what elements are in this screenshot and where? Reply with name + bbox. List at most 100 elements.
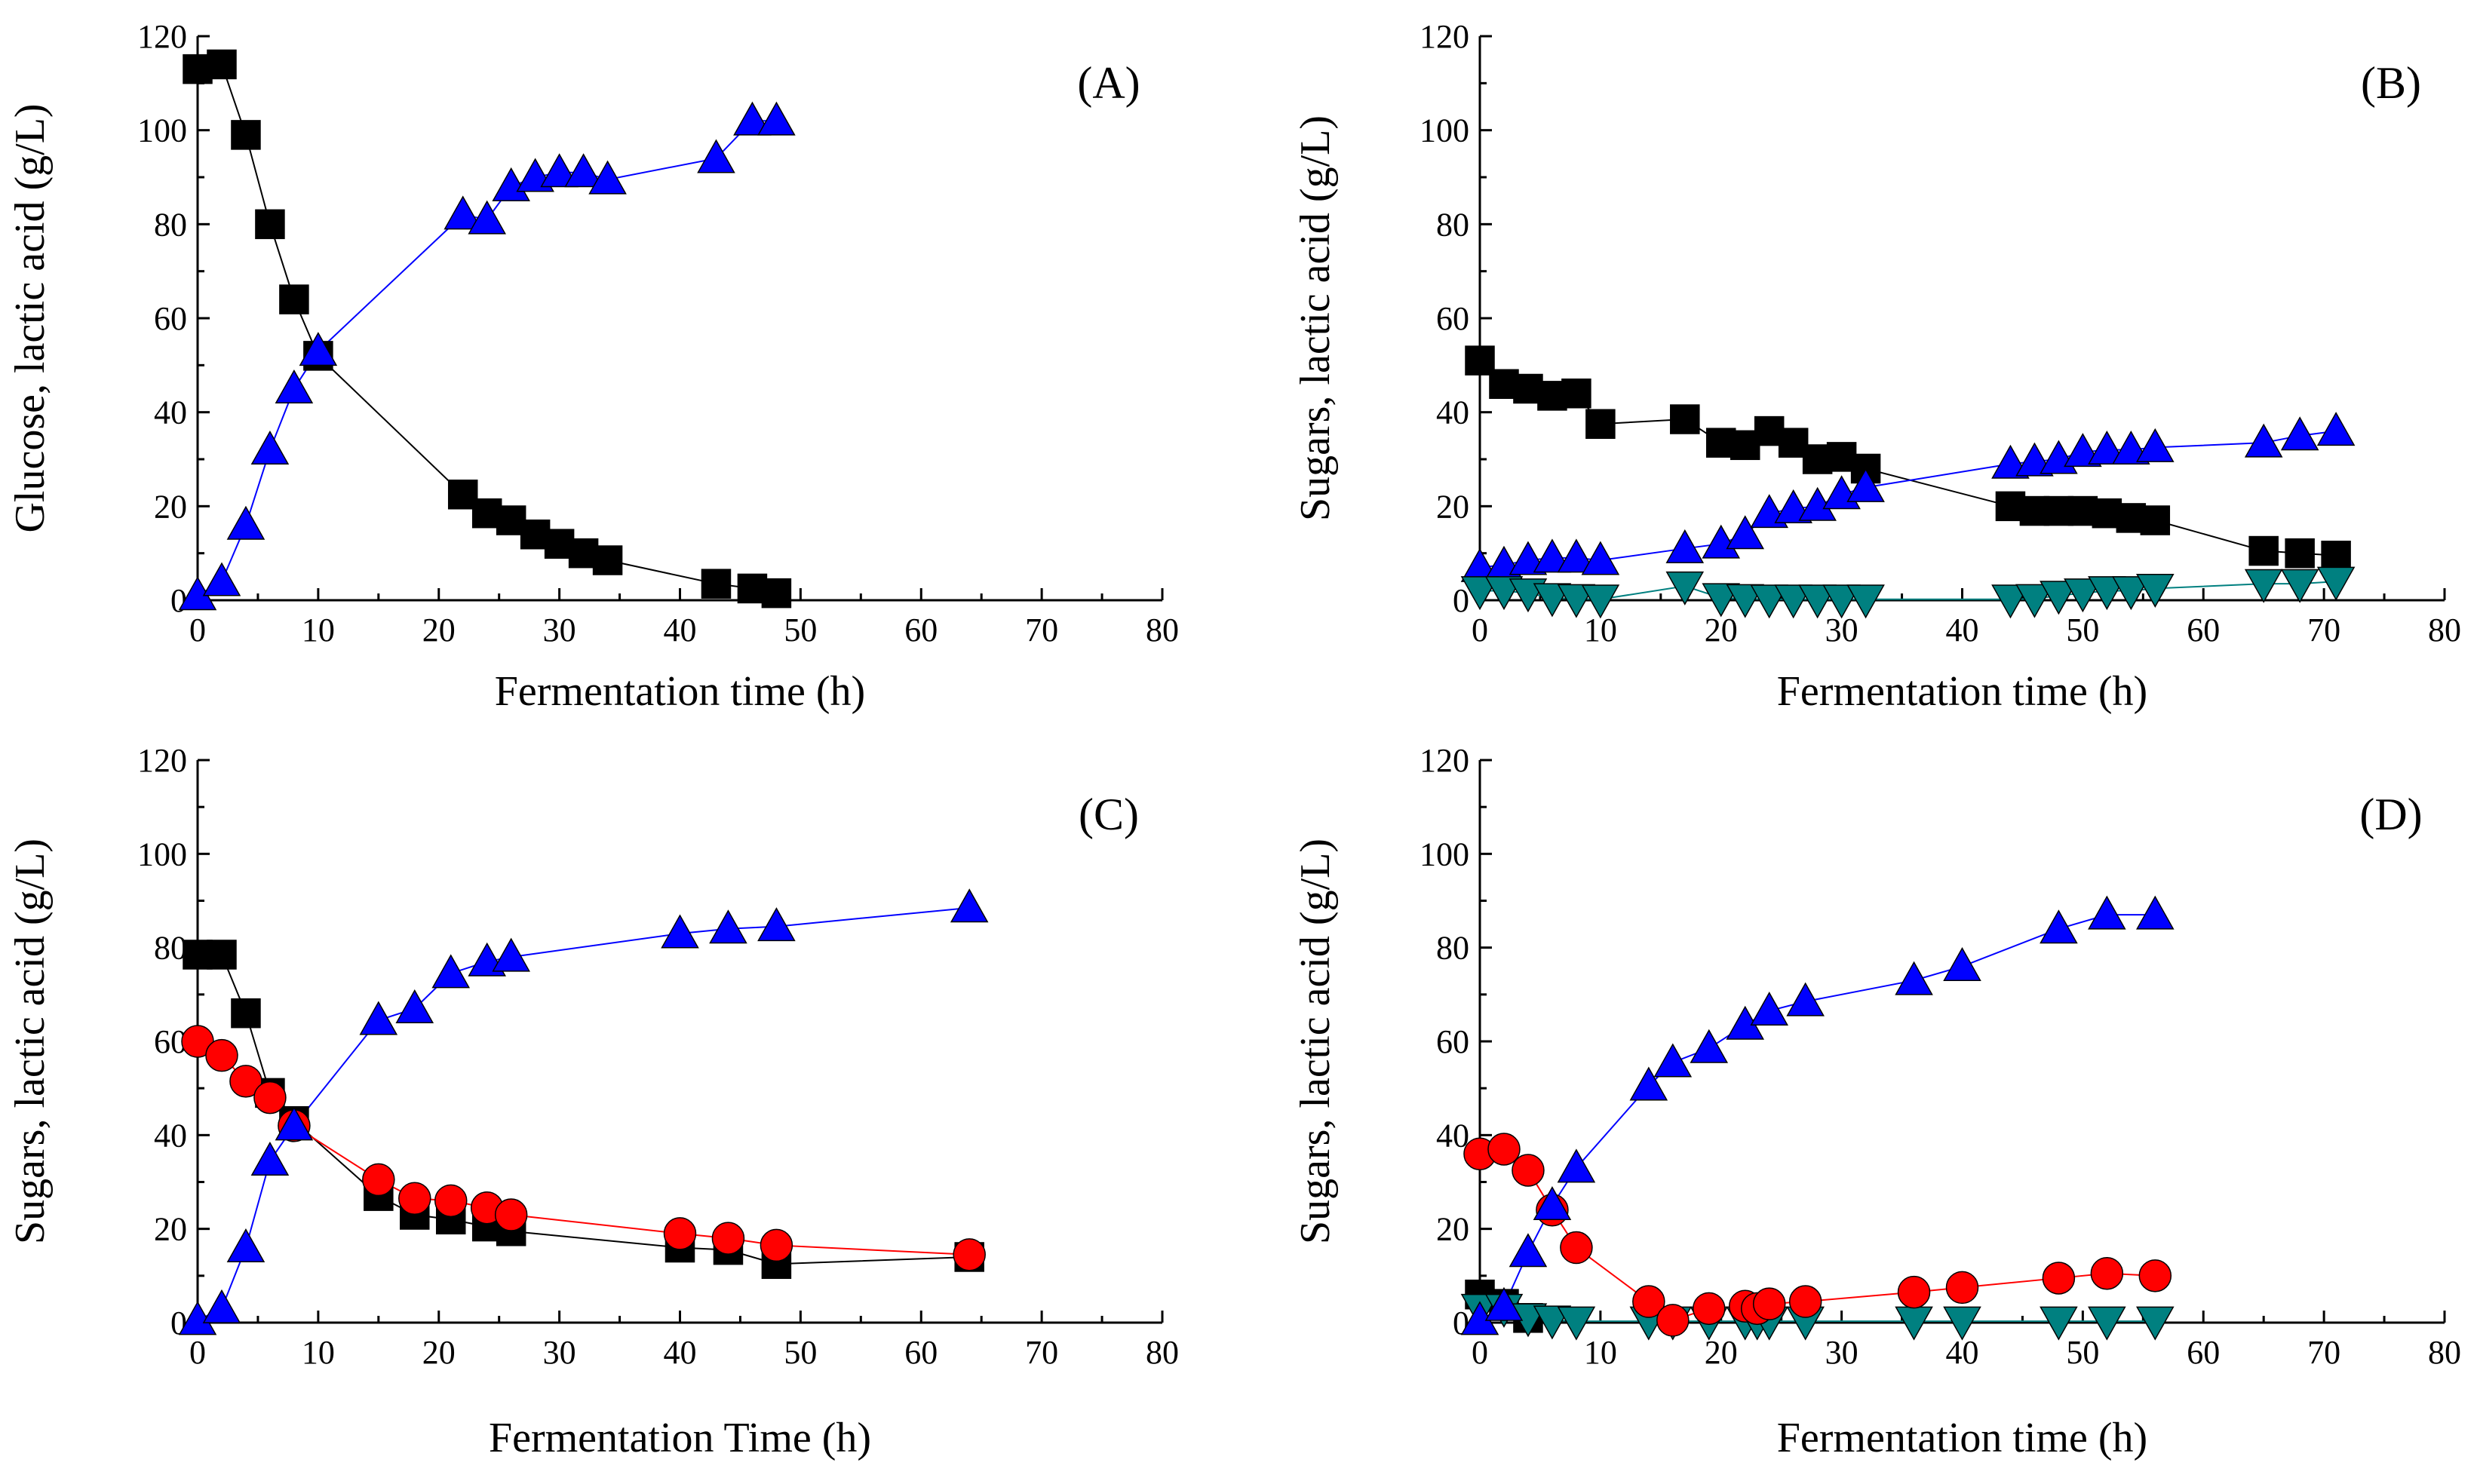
- data-point: [202, 562, 241, 596]
- data-point: [1897, 1275, 1931, 1309]
- data-point: [2088, 895, 2126, 930]
- x-tick-label: 80: [2428, 1334, 2461, 1371]
- data-point: [1665, 529, 1705, 563]
- y-tick-label: 0: [1453, 582, 1469, 619]
- x-axis-title: Fermentation time (h): [1777, 1415, 2147, 1461]
- data-point: [757, 907, 796, 942]
- data-point: [1460, 576, 1499, 611]
- x-tick-label: 60: [2187, 1334, 2220, 1371]
- x-tick-label: 20: [422, 1334, 456, 1371]
- x-tick-label: 80: [1146, 612, 1179, 648]
- data-point: [1629, 1066, 1668, 1101]
- data-point: [1487, 1133, 1521, 1166]
- data-point: [663, 1217, 697, 1250]
- data-point: [711, 1222, 745, 1255]
- x-tick-label: 60: [904, 1334, 938, 1371]
- y-tick-label: 80: [1436, 206, 1469, 243]
- data-point: [2040, 581, 2078, 615]
- y-tick-label: 0: [170, 1305, 187, 1341]
- data-point: [1561, 378, 1591, 409]
- x-tick-label: 0: [189, 1334, 206, 1371]
- data-point: [1653, 1043, 1693, 1078]
- data-point: [1778, 428, 1809, 458]
- data-point: [1702, 583, 1741, 618]
- x-tick-label: 70: [1025, 612, 1058, 648]
- data-point: [757, 101, 796, 136]
- series-sugar-1: [1465, 345, 2351, 571]
- data-point: [1665, 571, 1705, 606]
- data-point: [1991, 584, 2030, 619]
- data-point: [2064, 578, 2102, 613]
- series-line-lactic-acid: [197, 120, 777, 596]
- y-tick-label: 40: [154, 1117, 187, 1154]
- data-point: [2244, 569, 2283, 603]
- x-tick-label: 0: [1472, 1334, 1488, 1371]
- data-point: [1557, 538, 1596, 573]
- y-axis-title: Glucose, lactic acid (g/L): [7, 103, 54, 532]
- data-point: [2088, 431, 2126, 465]
- x-tick-label: 20: [422, 612, 456, 648]
- data-point: [2015, 584, 2054, 618]
- y-tick-label: 100: [137, 112, 187, 149]
- data-point: [1656, 1304, 1690, 1337]
- x-tick-label: 0: [1472, 612, 1488, 648]
- data-point: [275, 369, 314, 403]
- data-point: [701, 569, 732, 599]
- series-glucose: [183, 49, 792, 609]
- data-point: [1690, 1029, 1729, 1063]
- data-point: [2112, 576, 2150, 611]
- panel-label: (C): [1079, 790, 1139, 839]
- data-point: [359, 1001, 398, 1035]
- x-axis-title: Fermentation time (h): [495, 668, 865, 715]
- y-tick-label: 120: [1420, 18, 1469, 55]
- data-point: [2244, 423, 2283, 458]
- series-line-sugar-2: [197, 1041, 970, 1256]
- data-point: [1846, 468, 1885, 502]
- x-tick-label: 10: [302, 612, 335, 648]
- data-point: [431, 954, 471, 989]
- y-tick-label: 20: [1436, 1211, 1469, 1248]
- x-tick-label: 50: [2066, 1334, 2099, 1371]
- data-point: [275, 1106, 314, 1141]
- data-point: [1533, 1186, 1572, 1221]
- data-point: [1702, 524, 1741, 559]
- data-point: [2136, 1306, 2175, 1341]
- data-point: [2280, 569, 2319, 603]
- data-point: [444, 195, 483, 230]
- data-point: [231, 998, 261, 1029]
- data-point: [564, 153, 603, 188]
- data-point: [1533, 538, 1572, 573]
- series-sugar-2: [181, 1025, 986, 1271]
- data-point: [299, 332, 338, 366]
- y-tick-label: 80: [154, 206, 187, 243]
- data-point: [1581, 584, 1620, 619]
- series-lactic-acid: [1460, 412, 2356, 582]
- data-point: [2140, 505, 2171, 535]
- data-point: [1943, 947, 1981, 982]
- data-point: [709, 909, 747, 944]
- data-point: [2088, 576, 2126, 611]
- y-axis-title: Sugars, lactic acid (g/L): [1292, 115, 1339, 521]
- x-tick-label: 30: [543, 612, 576, 648]
- data-point: [205, 1038, 238, 1072]
- series-line-sugar-1: [1479, 360, 2337, 556]
- series-lactic-acid: [178, 888, 989, 1335]
- data-point: [434, 1184, 468, 1218]
- data-point: [250, 1141, 290, 1176]
- data-point: [1943, 1306, 1981, 1341]
- series-lactic-acid: [178, 101, 796, 611]
- x-tick-label: 40: [1946, 612, 1979, 648]
- data-point: [395, 989, 434, 1023]
- x-tick-label: 50: [2066, 612, 2099, 648]
- data-point: [2088, 1306, 2126, 1341]
- data-point: [207, 49, 237, 80]
- x-tick-label: 80: [2428, 612, 2461, 648]
- data-point: [953, 1238, 986, 1271]
- data-point: [1752, 1287, 1786, 1320]
- data-point: [1533, 583, 1572, 618]
- x-tick-label: 50: [784, 612, 817, 648]
- y-tick-label: 100: [1420, 112, 1469, 149]
- series-sugar-1: [183, 940, 984, 1280]
- data-point: [661, 914, 699, 949]
